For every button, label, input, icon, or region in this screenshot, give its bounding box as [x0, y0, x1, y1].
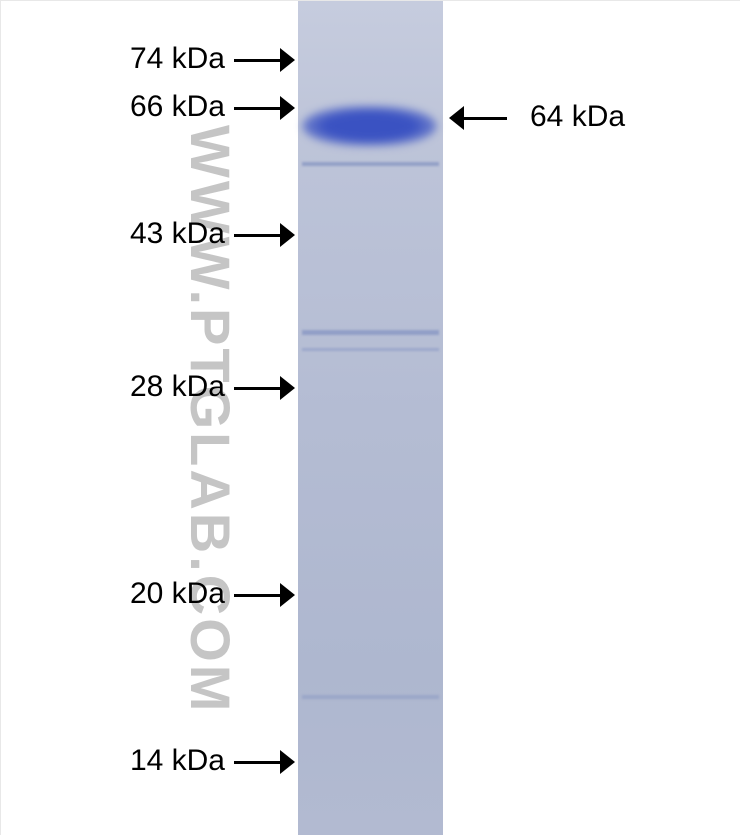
frame-border-top [0, 0, 740, 1]
faint-band [302, 695, 439, 699]
arrow-right-icon [280, 223, 295, 247]
marker-label: 74 kDa [130, 42, 225, 76]
arrow-line [234, 59, 280, 62]
arrow-right-icon [280, 583, 295, 607]
arrow-line [234, 761, 280, 764]
faint-band [302, 330, 439, 335]
arrow-right-icon [280, 376, 295, 400]
main-protein-band [302, 105, 437, 147]
sample-band-label: 64 kDa [530, 100, 625, 134]
marker-label: 14 kDa [130, 744, 225, 778]
marker-label: 43 kDa [130, 217, 225, 251]
marker-label: 20 kDa [130, 577, 225, 611]
arrow-line [234, 107, 280, 110]
gel-figure: WWW.PTGLAB.COM 74 kDa 66 kDa 43 kDa 28 kDa 20… [0, 0, 740, 835]
frame-border-left [0, 0, 1, 835]
arrow-left-icon [449, 106, 464, 130]
arrow-right-icon [280, 750, 295, 774]
arrow-line [461, 117, 507, 120]
faint-band [302, 162, 439, 166]
faint-band [302, 348, 439, 351]
arrow-line [234, 234, 280, 237]
watermark-text: WWW.PTGLAB.COM [178, 125, 243, 714]
arrow-right-icon [280, 48, 295, 72]
arrow-line [234, 387, 280, 390]
marker-label: 28 kDa [130, 370, 225, 404]
arrow-right-icon [280, 96, 295, 120]
marker-label: 66 kDa [130, 90, 225, 124]
arrow-line [234, 594, 280, 597]
